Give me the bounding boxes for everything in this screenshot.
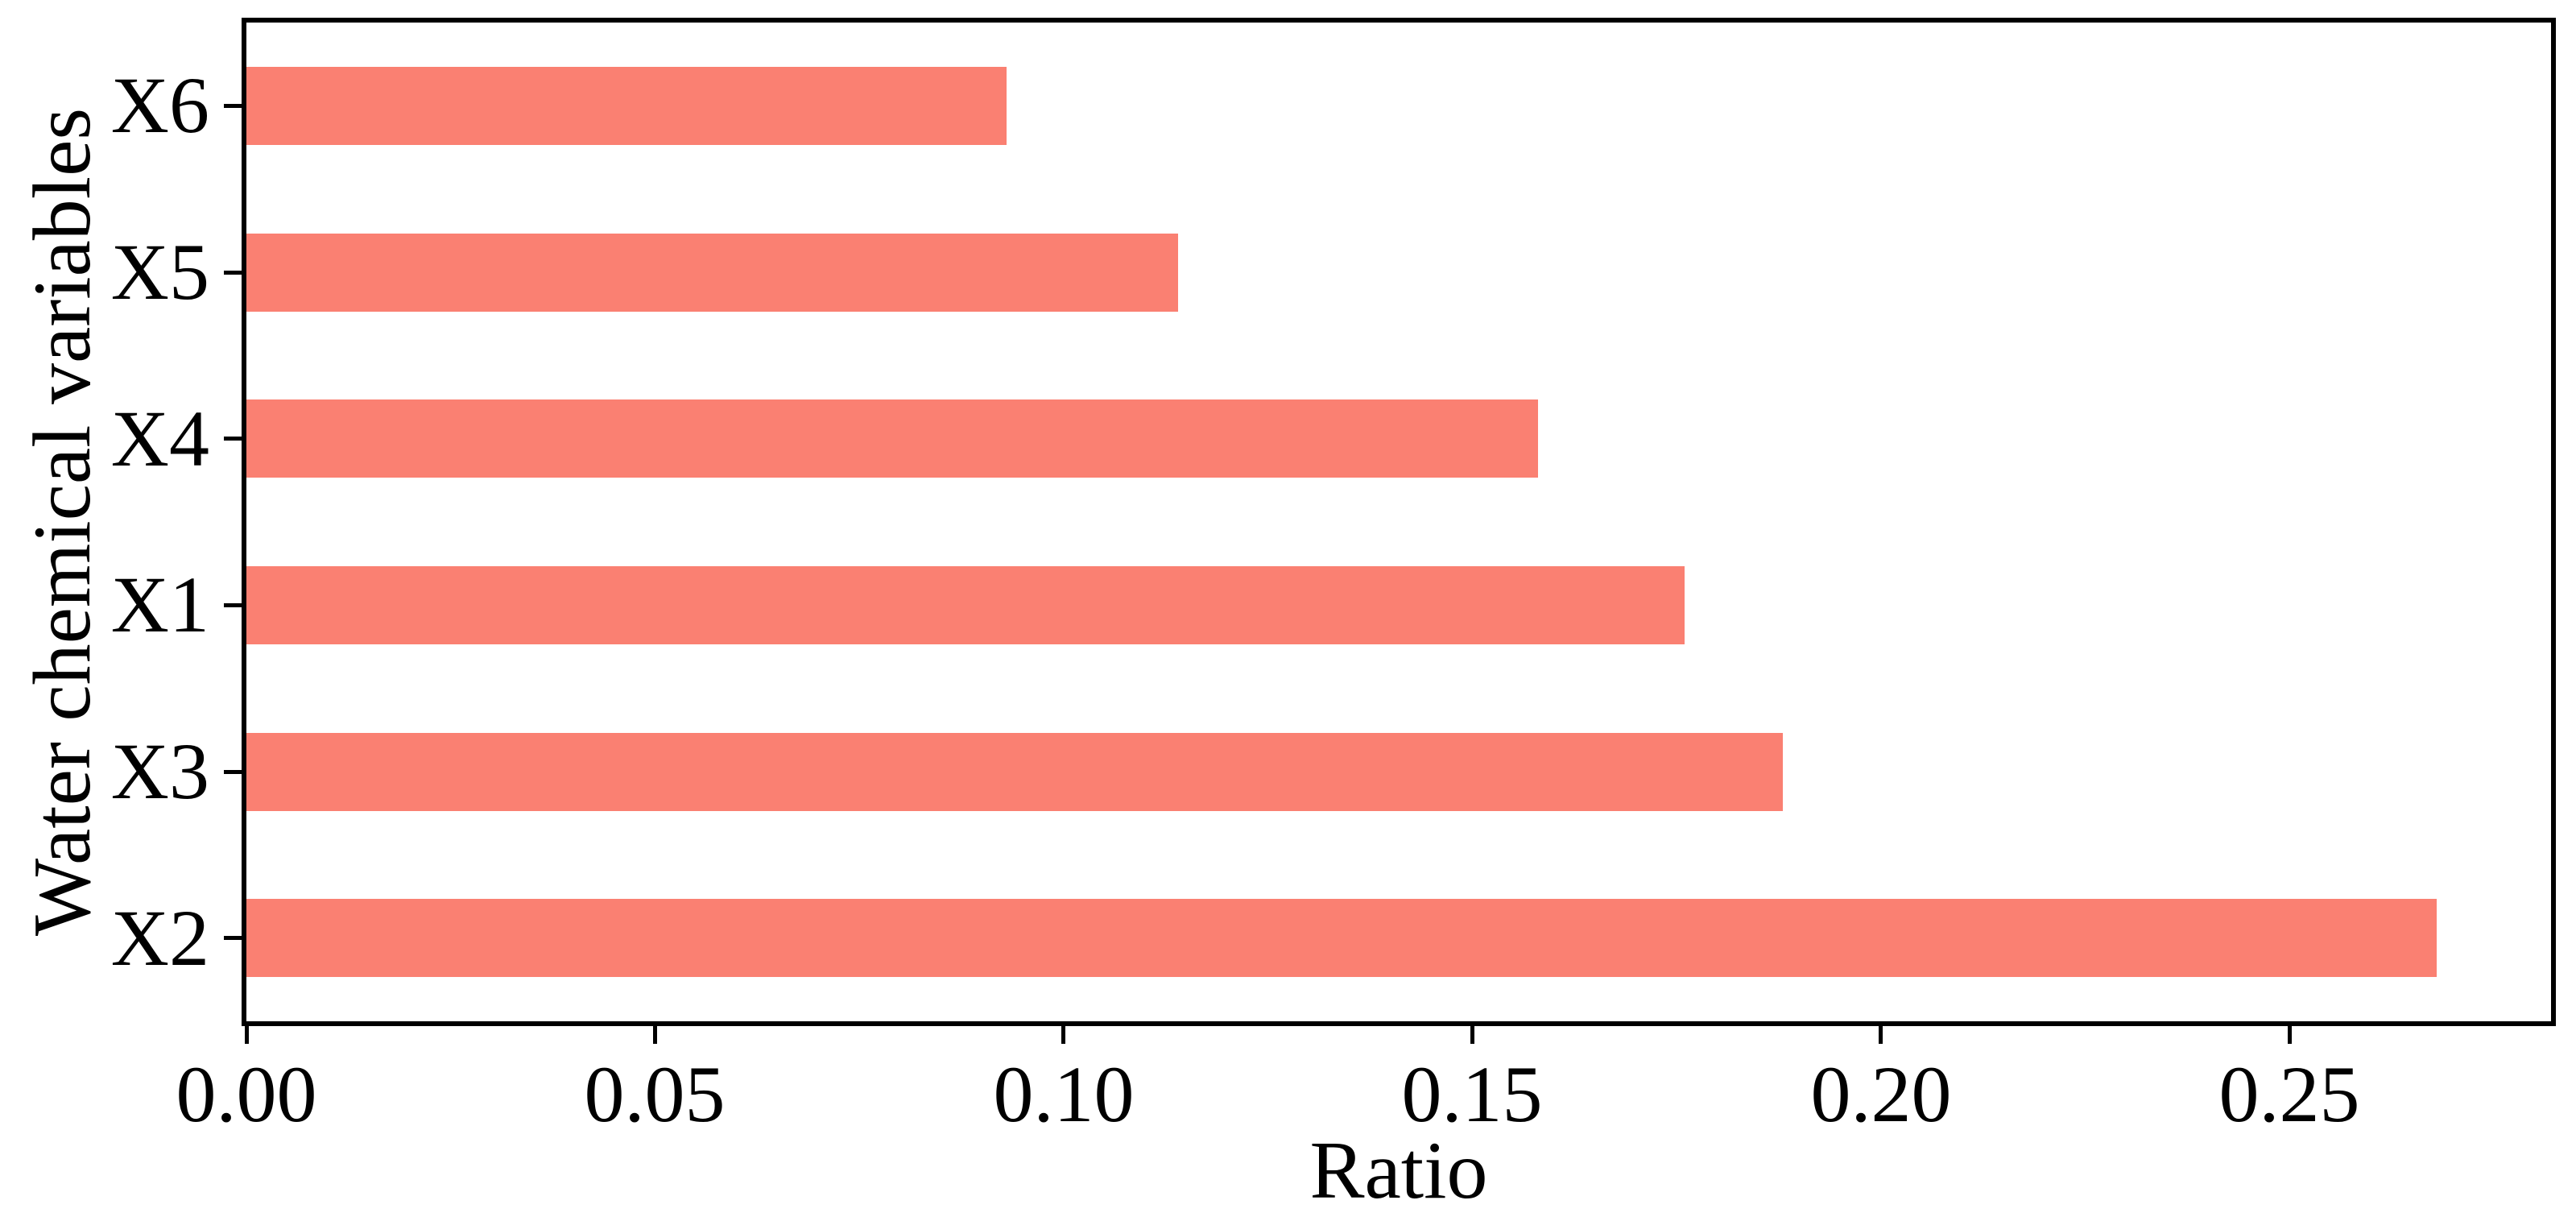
- x-tick-mark-0.25: [2288, 1026, 2292, 1044]
- y-tick-label-x5: X5: [110, 227, 209, 317]
- y-tick-mark-x1: [224, 603, 242, 607]
- y-tick-mark-x3: [224, 770, 242, 774]
- x-tick-mark-0.05: [653, 1026, 657, 1044]
- bar-x1: [246, 566, 1685, 644]
- x-tick-label-0.25: 0.25: [2218, 1049, 2360, 1139]
- x-tick-mark-0.00: [245, 1026, 249, 1044]
- y-tick-label-x1: X1: [110, 560, 209, 649]
- x-tick-label-0.20: 0.20: [1810, 1049, 1952, 1139]
- x-tick-mark-0.20: [1879, 1026, 1883, 1044]
- y-tick-mark-x2: [224, 936, 242, 940]
- x-axis-title: Ratio: [1309, 1125, 1488, 1216]
- y-tick-label-x4: X4: [110, 394, 209, 483]
- x-tick-label-0.10: 0.10: [993, 1049, 1135, 1139]
- bar-x6: [246, 67, 1007, 145]
- y-tick-mark-x6: [224, 104, 242, 108]
- x-tick-mark-0.15: [1470, 1026, 1474, 1044]
- x-tick-mark-0.10: [1061, 1026, 1065, 1044]
- y-tick-mark-x5: [224, 271, 242, 275]
- y-tick-label-x2: X2: [110, 893, 209, 983]
- bar-x2: [246, 899, 2437, 977]
- x-tick-label-0.15: 0.15: [1401, 1049, 1543, 1139]
- x-tick-label-0.00: 0.00: [176, 1049, 317, 1139]
- bar-x4: [246, 399, 1538, 478]
- y-tick-label-x6: X6: [110, 60, 209, 150]
- bar-x3: [246, 733, 1783, 811]
- y-tick-label-x3: X3: [110, 726, 209, 816]
- plot-area: [242, 18, 2556, 1026]
- x-tick-label-0.05: 0.05: [584, 1049, 726, 1139]
- bar-x5: [246, 234, 1178, 312]
- y-tick-mark-x4: [224, 437, 242, 441]
